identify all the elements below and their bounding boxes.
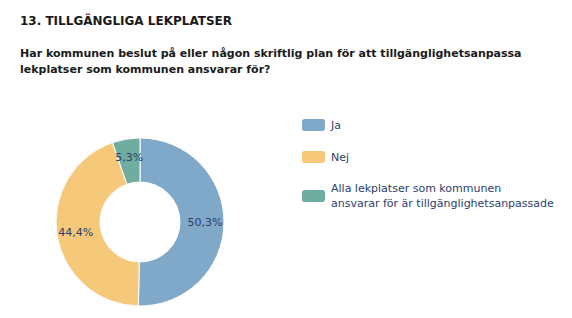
- svg-text:lekplatser som kommunen ansvar: lekplatser som kommunen ansvarar för?: [20, 63, 270, 76]
- svg-text:50,3%: 50,3%: [188, 216, 223, 229]
- svg-text:13. TILLGÄNGLIGA LEKPLATSER: 13. TILLGÄNGLIGA LEKPLATSER: [20, 13, 232, 28]
- svg-text:Ja: Ja: [330, 119, 341, 132]
- svg-text:Nej: Nej: [331, 151, 349, 164]
- svg-text:ansvarar för är tillgänglighet: ansvarar för är tillgänglighetsanpassade: [331, 197, 554, 210]
- svg-text:5,3%: 5,3%: [115, 151, 143, 164]
- svg-text:Har kommunen beslut på eller n: Har kommunen beslut på eller någon skrif…: [20, 47, 522, 60]
- svg-text:Alla lekplatser som kommunen: Alla lekplatser som kommunen: [331, 182, 501, 195]
- svg-text:44,4%: 44,4%: [58, 226, 93, 239]
